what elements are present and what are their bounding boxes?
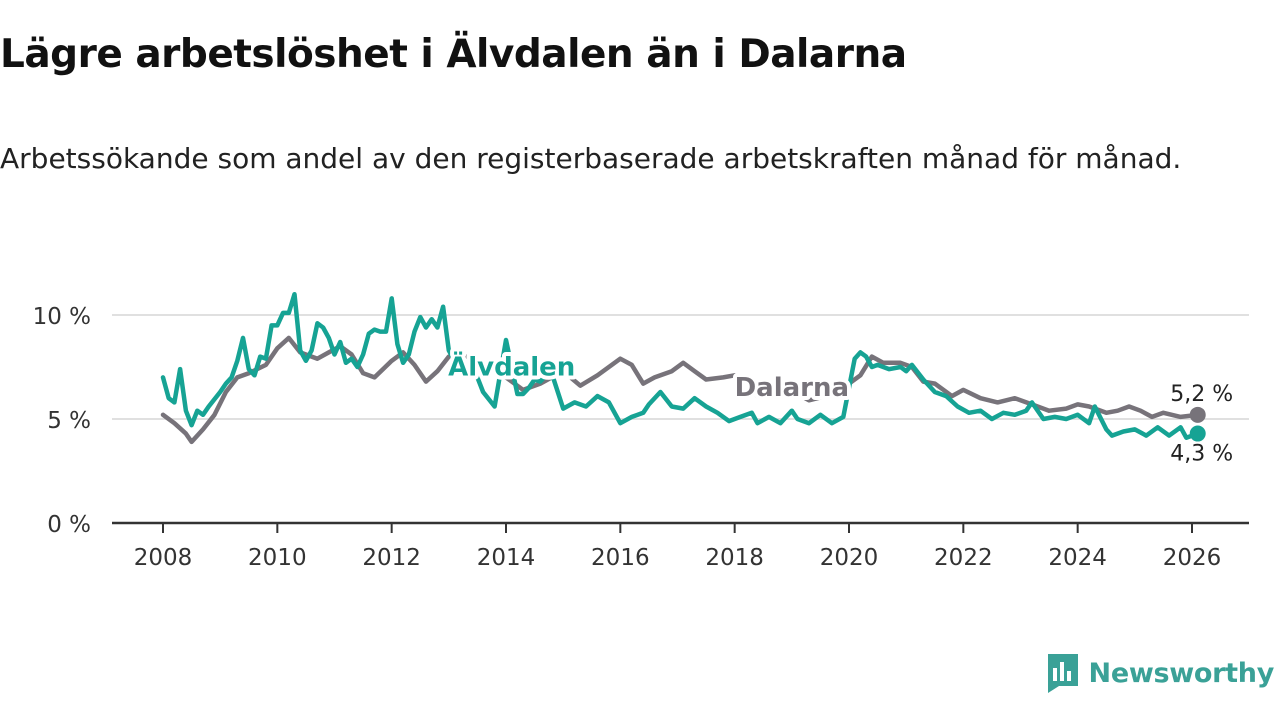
end-point — [1189, 406, 1206, 423]
brand-name: Newsworthy — [1088, 657, 1275, 689]
x-tick-label: 2022 — [934, 545, 993, 571]
end-value-label: 5,2 % — [1170, 382, 1233, 407]
end-point — [1189, 425, 1206, 442]
chart-title: Lägre arbetslöshet i Älvdalen än i Dalar… — [0, 32, 907, 77]
chart-subtitle: Arbetssökande som andel av den registerb… — [0, 142, 1182, 175]
series-name-label: Älvdalen — [448, 350, 575, 382]
series-line-dalarna — [160, 335, 1200, 445]
x-tick-label: 2024 — [1048, 545, 1107, 571]
x-tick-label: 2010 — [248, 545, 307, 571]
x-tick-label: 2018 — [705, 545, 764, 571]
x-tick-label: 2008 — [134, 545, 193, 571]
y-tick-label: 0 % — [47, 512, 91, 538]
x-tick-label: 2014 — [477, 545, 536, 571]
x-tick-label: 2020 — [820, 545, 879, 571]
newsworthy-logo: Newsworthy — [1045, 652, 1274, 694]
series-lines — [160, 291, 1200, 445]
bar-chart-flag-icon — [1047, 654, 1078, 693]
x-tick-label: 2026 — [1163, 545, 1222, 571]
x-tick-label: 2016 — [591, 545, 650, 571]
x-tick-label: 2012 — [362, 545, 421, 571]
end-value-label: 4,3 % — [1170, 442, 1233, 467]
y-tick-label: 10 % — [33, 304, 91, 330]
y-tick-label: 5 % — [47, 408, 91, 434]
series-name-label: Dalarna — [735, 373, 849, 403]
series-labels: 5,2 % 4,3 % Dalarna Älvdalen — [444, 346, 1233, 467]
series-line--lvdalen — [160, 291, 1200, 440]
axes: 0 % 5 % 10 % 2008 2010 2012 2014 2016 2018 2020 20… — [33, 304, 1249, 571]
